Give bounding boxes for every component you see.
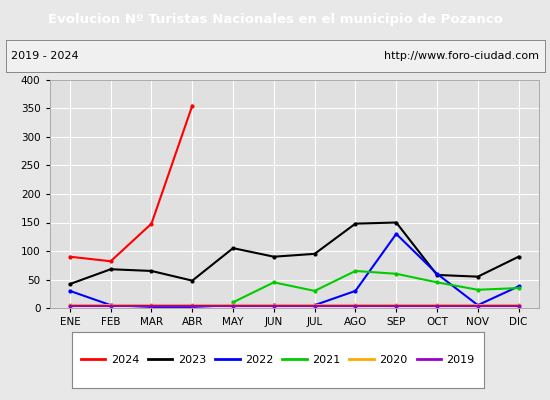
- Text: http://www.foro-ciudad.com: http://www.foro-ciudad.com: [384, 51, 539, 61]
- Text: 2019 - 2024: 2019 - 2024: [11, 51, 79, 61]
- Legend: 2024, 2023, 2022, 2021, 2020, 2019: 2024, 2023, 2022, 2021, 2020, 2019: [76, 350, 479, 370]
- Text: Evolucion Nº Turistas Nacionales en el municipio de Pozanco: Evolucion Nº Turistas Nacionales en el m…: [47, 14, 503, 26]
